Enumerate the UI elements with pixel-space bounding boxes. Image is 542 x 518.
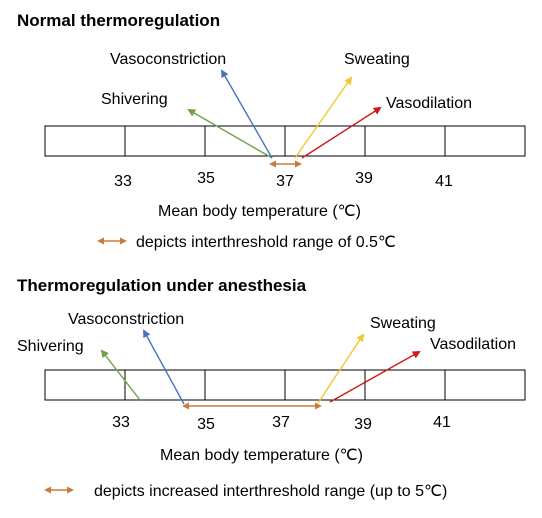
panel-title: Thermoregulation under anesthesia	[17, 276, 307, 295]
panel-anesthesia: Thermoregulation under anesthesia Vasoco…	[17, 276, 526, 500]
sweating-arrow	[317, 333, 365, 404]
shivering-arrow	[100, 349, 141, 401]
tick-label: 39	[354, 416, 372, 433]
tick-label: 35	[197, 416, 215, 433]
label-shivering: Shivering	[101, 91, 168, 108]
shivering-arrow	[187, 108, 273, 159]
tick-label: 37	[276, 173, 294, 190]
label-vasoconstriction: Vasoconstriction	[68, 311, 184, 328]
tick-label: 39	[355, 170, 373, 187]
vasoconstriction-arrow	[143, 329, 185, 405]
tick-label: 33	[112, 414, 130, 431]
tick-label: 41	[433, 414, 451, 431]
legend-text: depicts interthreshold range of 0.5℃	[136, 234, 396, 251]
panel-normal: Normal thermoregulation Vasoconstriction…	[17, 11, 526, 251]
tick-label: 33	[114, 173, 132, 190]
axis-label: Mean body temperature (℃)	[158, 203, 361, 220]
tick-label: 35	[197, 170, 215, 187]
label-vasodilation: Vasodilation	[430, 336, 516, 353]
label-sweating: Sweating	[344, 51, 410, 68]
tick-label: 37	[272, 414, 290, 431]
tick-label: 41	[435, 173, 453, 190]
temperature-scale-bar	[44, 369, 526, 401]
label-vasodilation: Vasodilation	[386, 95, 472, 112]
panel-title: Normal thermoregulation	[17, 11, 220, 30]
vasoconstriction-arrow	[221, 69, 273, 159]
vasodilation-arrow	[329, 351, 421, 403]
vasodilation-arrow	[301, 106, 382, 159]
label-sweating: Sweating	[370, 315, 436, 332]
legend-text: depicts increased interthreshold range (…	[94, 483, 447, 500]
temperature-scale-bar	[44, 125, 526, 157]
sweating-arrow	[294, 76, 353, 159]
label-shivering: Shivering	[17, 338, 84, 355]
label-vasoconstriction: Vasoconstriction	[110, 51, 226, 68]
axis-label: Mean body temperature (℃)	[160, 447, 363, 464]
